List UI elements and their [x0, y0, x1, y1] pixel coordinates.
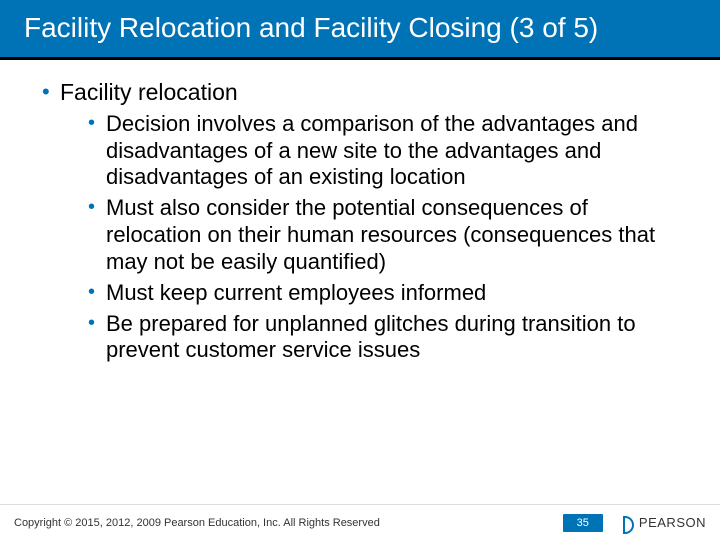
pearson-mark-icon	[621, 514, 636, 532]
list-item: Decision involves a comparison of the ad…	[88, 111, 688, 191]
bullet-list-level2: Decision involves a comparison of the ad…	[60, 111, 688, 364]
brand-name: PEARSON	[639, 515, 706, 530]
bullet-list-level1: Facility relocation Decision involves a …	[32, 78, 688, 364]
heading-text: Facility relocation	[60, 79, 238, 105]
title-bar: Facility Relocation and Facility Closing…	[0, 0, 720, 60]
slide-title: Facility Relocation and Facility Closing…	[24, 10, 700, 45]
slide-number-badge: 35	[563, 514, 603, 532]
list-item: Facility relocation Decision involves a …	[42, 78, 688, 364]
brand-logo: PEARSON	[621, 514, 706, 532]
content-area: Facility relocation Decision involves a …	[0, 60, 720, 364]
list-item: Must also consider the potential consequ…	[88, 195, 688, 275]
footer: Copyright © 2015, 2012, 2009 Pearson Edu…	[0, 504, 720, 540]
copyright-text: Copyright © 2015, 2012, 2009 Pearson Edu…	[14, 517, 563, 529]
list-item: Must keep current employees informed	[88, 280, 688, 307]
list-item: Be prepared for unplanned glitches durin…	[88, 311, 688, 365]
